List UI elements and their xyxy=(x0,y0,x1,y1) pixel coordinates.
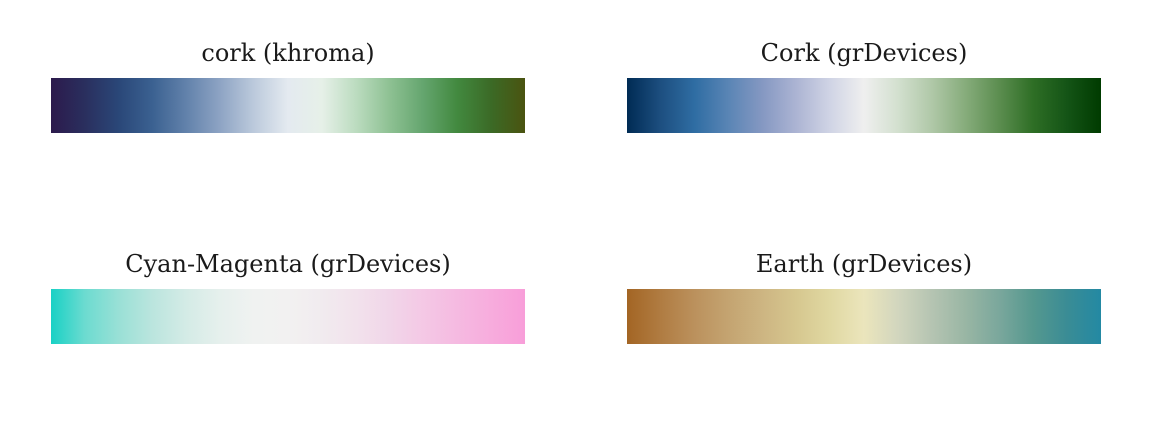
color-swatch xyxy=(753,78,785,133)
palette-strip xyxy=(627,289,1101,344)
color-swatch xyxy=(659,78,691,133)
color-swatch xyxy=(690,289,722,344)
color-swatch xyxy=(911,78,943,133)
color-swatch xyxy=(51,289,83,344)
color-swatch xyxy=(1038,78,1070,133)
color-swatch xyxy=(975,78,1007,133)
color-swatch xyxy=(51,78,83,133)
color-swatch xyxy=(848,289,880,344)
color-swatch xyxy=(430,289,462,344)
palette-strip xyxy=(51,78,525,133)
color-swatch xyxy=(146,289,178,344)
color-swatch xyxy=(880,289,912,344)
color-swatch xyxy=(83,289,115,344)
color-swatch xyxy=(209,289,241,344)
color-swatch xyxy=(880,78,912,133)
color-swatch xyxy=(177,289,209,344)
color-swatch xyxy=(1069,78,1101,133)
color-swatch xyxy=(335,289,367,344)
color-swatch xyxy=(272,289,304,344)
color-swatch xyxy=(367,78,399,133)
color-swatch xyxy=(146,78,178,133)
color-swatch xyxy=(462,289,494,344)
color-swatch xyxy=(114,289,146,344)
color-swatch xyxy=(1006,78,1038,133)
color-swatch xyxy=(785,78,817,133)
color-swatch xyxy=(1069,289,1101,344)
color-swatch xyxy=(304,289,336,344)
color-swatch xyxy=(304,78,336,133)
color-swatch xyxy=(493,289,525,344)
palette-title: cork (khroma) xyxy=(51,38,525,68)
color-swatch xyxy=(817,289,849,344)
color-swatch xyxy=(753,289,785,344)
color-swatch xyxy=(241,78,273,133)
palette-title: Earth (grDevices) xyxy=(627,249,1101,279)
color-swatch xyxy=(399,78,431,133)
color-swatch xyxy=(335,78,367,133)
color-swatch xyxy=(975,289,1007,344)
color-swatch xyxy=(367,289,399,344)
color-swatch xyxy=(627,78,659,133)
palette-title: Cork (grDevices) xyxy=(627,38,1101,68)
color-swatch xyxy=(114,78,146,133)
color-swatch xyxy=(785,289,817,344)
color-swatch xyxy=(1038,289,1070,344)
color-swatch xyxy=(627,289,659,344)
color-swatch xyxy=(209,78,241,133)
palette-title: Cyan-Magenta (grDevices) xyxy=(51,249,525,279)
color-swatch xyxy=(659,289,691,344)
color-swatch xyxy=(690,78,722,133)
color-swatch xyxy=(943,78,975,133)
palette-strip xyxy=(627,78,1101,133)
color-swatch xyxy=(911,289,943,344)
color-swatch xyxy=(83,78,115,133)
color-swatch xyxy=(462,78,494,133)
color-swatch xyxy=(722,78,754,133)
color-swatch xyxy=(430,78,462,133)
color-swatch xyxy=(399,289,431,344)
color-swatch xyxy=(943,289,975,344)
color-swatch xyxy=(272,78,304,133)
color-swatch xyxy=(241,289,273,344)
color-swatch xyxy=(177,78,209,133)
color-swatch xyxy=(1006,289,1038,344)
color-swatch xyxy=(493,78,525,133)
palette-strip xyxy=(51,289,525,344)
color-swatch xyxy=(817,78,849,133)
color-swatch xyxy=(848,78,880,133)
color-swatch xyxy=(722,289,754,344)
